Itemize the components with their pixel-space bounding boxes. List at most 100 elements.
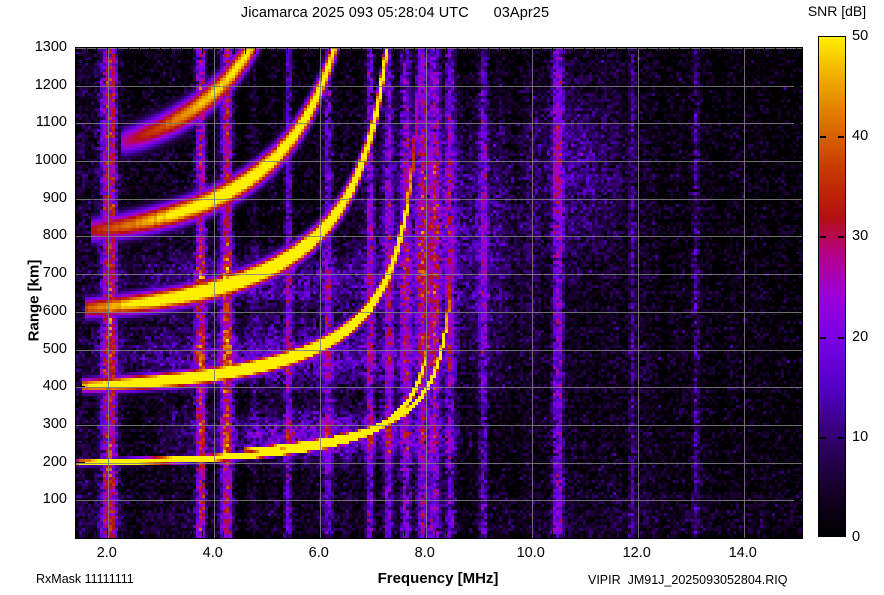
x-tick-bottom (287, 531, 288, 537)
x-edge-tick-right (794, 513, 801, 515)
x-tick-bottom (573, 531, 574, 537)
colorbar-tick (838, 337, 844, 339)
x-tick-bottom (764, 531, 765, 537)
y-tick-left (76, 311, 85, 312)
colorbar-tick-label: 40 (852, 128, 869, 144)
x-tick-top (96, 48, 97, 54)
y-tick-right (795, 518, 801, 519)
x-tick-top (266, 48, 267, 54)
x-tick-bottom (170, 531, 171, 537)
x-tick-bottom (796, 531, 797, 537)
ionogram-heatmap-canvas[interactable] (76, 48, 802, 538)
x-tick-bottom (149, 531, 150, 537)
x-tick-top (785, 48, 786, 54)
y-tick-label: 800 (42, 227, 67, 244)
x-tick-top (531, 48, 532, 57)
x-edge-tick-right (794, 317, 801, 319)
x-tick-bottom (202, 531, 203, 537)
y-tick-left (76, 330, 82, 331)
y-tick-left (76, 122, 85, 123)
x-tick-top (637, 48, 638, 57)
y-tick-right (795, 66, 801, 67)
x-tick-bottom (457, 531, 458, 537)
x-tick-bottom (541, 531, 542, 537)
colorbar[interactable] (818, 36, 846, 537)
y-tick-left (76, 160, 85, 161)
y-tick-label: 1300 (34, 39, 67, 55)
x-edge-tick-right (794, 378, 801, 380)
x-axis-title: Frequency [MHz] (377, 570, 499, 587)
colorbar-tick-label: 0 (852, 529, 861, 545)
x-tick-bottom (658, 531, 659, 537)
x-tick-top (382, 48, 383, 54)
x-tick-top (552, 48, 553, 54)
x-tick-top (573, 48, 574, 54)
ionogram-plot-area[interactable] (75, 47, 803, 539)
x-tick-bottom (478, 531, 479, 537)
x-edge-tick-right (794, 391, 801, 393)
x-tick-bottom (435, 531, 436, 537)
x-edge-tick-left (76, 56, 83, 58)
x-tick-label: 6.0 (308, 545, 329, 561)
colorbar-title: SNR [dB] (807, 3, 867, 19)
x-tick-bottom (393, 531, 394, 537)
y-tick-right (795, 141, 801, 142)
y-tick-left (76, 104, 82, 105)
plot-title-bar: Jicamarca 2025 093 05:28:04 UTC 03Apr25 (0, 0, 790, 26)
x-tick-top (107, 48, 108, 57)
colorbar-tick (820, 337, 826, 339)
y-tick-right (795, 292, 801, 293)
x-tick-bottom (722, 531, 723, 537)
x-tick-bottom (594, 531, 595, 537)
x-tick-top (75, 48, 76, 54)
x-tick-bottom (255, 531, 256, 537)
x-tick-bottom (626, 531, 627, 537)
x-edge-tick-left (76, 53, 83, 55)
x-tick-bottom (361, 531, 362, 537)
colorbar-tick-label: 50 (852, 28, 869, 44)
x-tick-bottom (107, 528, 108, 537)
x-tick-bottom (531, 528, 532, 537)
x-tick-top (690, 48, 691, 54)
y-tick-right (795, 179, 801, 180)
x-tick-top (329, 48, 330, 54)
x-tick-bottom (425, 528, 426, 537)
y-tick-label: 1200 (34, 76, 67, 93)
y-axis-title: Range [km] (25, 259, 43, 342)
x-tick-bottom (213, 528, 214, 537)
x-edge-tick-right (794, 415, 801, 417)
x-edge-tick-right (794, 366, 801, 368)
x-tick-bottom (404, 531, 405, 537)
colorbar-tick (838, 236, 844, 238)
y-tick-right (795, 217, 801, 218)
x-tick-bottom (96, 531, 97, 537)
x-tick-bottom (308, 531, 309, 537)
x-tick-bottom (690, 531, 691, 537)
colorbar-tick-label: 20 (852, 329, 869, 345)
y-tick-left (76, 273, 85, 274)
x-tick-bottom (266, 531, 267, 537)
colorbar-tick (838, 136, 844, 138)
x-tick-bottom (775, 531, 776, 537)
x-edge-tick-right (794, 439, 801, 441)
colorbar-tick-label: 10 (852, 429, 869, 445)
y-tick-left (76, 85, 85, 86)
x-tick-top (372, 48, 373, 54)
x-edge-tick-right (794, 525, 801, 527)
y-tick-label: 1000 (34, 152, 67, 169)
y-tick-left (76, 66, 82, 67)
x-edge-tick-right (794, 195, 801, 197)
x-edge-tick-left (76, 49, 83, 50)
x-tick-top (361, 48, 362, 54)
x-edge-tick-right (794, 256, 801, 258)
x-tick-top (446, 48, 447, 54)
x-tick-bottom (605, 531, 606, 537)
y-tick-left (76, 443, 82, 444)
y-tick-label: 300 (42, 415, 67, 432)
x-edge-tick-right (794, 281, 801, 283)
x-tick-bottom (679, 531, 680, 537)
x-tick-top (711, 48, 712, 54)
x-edge-tick-right (794, 330, 801, 332)
y-tick-left (76, 367, 82, 368)
x-tick-bottom (563, 531, 564, 537)
